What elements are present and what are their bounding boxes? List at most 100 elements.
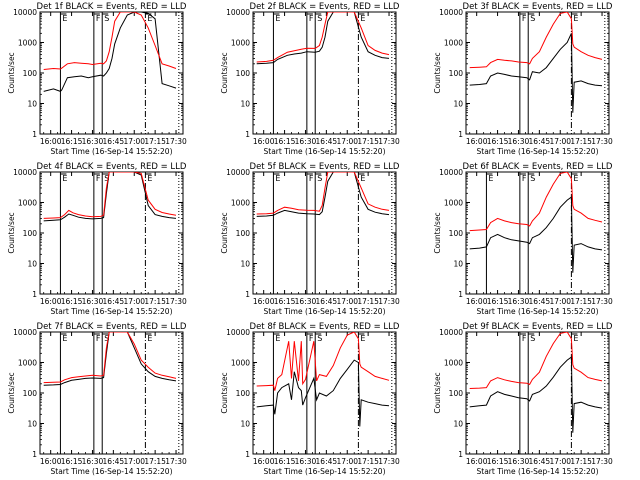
y-axis-label: Counts/sec	[433, 212, 442, 253]
x-tick-label: 16:30	[295, 297, 317, 306]
x-tick-label: 16:15	[274, 297, 296, 306]
marker-label: E	[360, 174, 365, 183]
marker-label: E	[147, 334, 152, 343]
y-tick-label: 1	[458, 290, 463, 299]
marker-label: F	[309, 334, 314, 343]
y-tick-label: 10	[240, 260, 250, 269]
panel-title: Det 5f BLACK = Events, RED = LLD	[250, 162, 400, 172]
x-tick-label: 17:30	[378, 457, 400, 466]
marker-label: F	[522, 14, 527, 23]
marker-label: E	[62, 174, 67, 183]
panel-4: Det 4f BLACK = Events, RED = LLD 1 10 100 10…	[7, 162, 187, 316]
x-tick-label: 17:15	[357, 457, 379, 466]
y-tick-label: 1000	[444, 199, 463, 208]
x-tick-label: 16:30	[508, 297, 530, 306]
x-tick-label: 16:15	[487, 137, 509, 146]
x-tick-label: 16:45	[316, 297, 338, 306]
marker-label: F	[96, 14, 101, 23]
marker-label: E	[573, 334, 578, 343]
plot-frame	[39, 331, 184, 455]
x-tick-label: 17:30	[591, 297, 613, 306]
x-tick-label: 17:30	[591, 457, 613, 466]
y-axis-label: Counts/sec	[220, 372, 229, 413]
x-axis-label: Start Time (16-Sep-14 15:52:20)	[477, 467, 599, 476]
y-axis-label: Counts/sec	[433, 372, 442, 413]
y-tick-label: 1	[32, 450, 37, 459]
y-tick-label: 10000	[226, 328, 250, 337]
x-tick-label: 17:00	[336, 137, 358, 146]
plot-frame	[465, 171, 610, 295]
y-tick-label: 10	[27, 420, 37, 429]
x-tick-label: 17:00	[549, 297, 571, 306]
x-tick-label: 17:00	[123, 137, 145, 146]
marker-label: S	[317, 174, 322, 183]
x-tick-label: 16:30	[295, 457, 317, 466]
series-lld-line	[43, 12, 177, 70]
panel-1: Det 1f BLACK = Events, RED = LLD 1 10 100 10…	[7, 2, 187, 156]
x-tick-label: 16:30	[295, 137, 317, 146]
x-tick-label: 16:15	[61, 297, 83, 306]
series-lld-line	[256, 12, 390, 63]
x-tick-label: 17:15	[570, 457, 592, 466]
x-tick-label: 16:30	[82, 297, 104, 306]
marker-label: S	[530, 334, 535, 343]
marker-label: S	[104, 14, 109, 23]
x-tick-label: 17:00	[549, 137, 571, 146]
panel-title: Det 2f BLACK = Events, RED = LLD	[250, 2, 400, 12]
panel-9: Det 9f BLACK = Events, RED = LLD 1 10 100 10…	[433, 322, 613, 476]
marker-label: E	[360, 14, 365, 23]
y-tick-label: 10000	[13, 8, 37, 17]
x-axis-label: Start Time (16-Sep-14 15:52:20)	[51, 467, 173, 476]
x-tick-label: 16:45	[316, 457, 338, 466]
y-tick-label: 10	[240, 420, 250, 429]
y-tick-label: 1000	[231, 39, 250, 48]
y-axis-label: Counts/sec	[7, 372, 16, 413]
x-tick-label: 16:45	[103, 297, 125, 306]
y-tick-label: 100	[236, 229, 251, 238]
x-tick-label: 16:00	[253, 457, 275, 466]
x-tick-label: 17:15	[357, 137, 379, 146]
y-tick-label: 10000	[226, 8, 250, 17]
x-tick-label: 17:30	[165, 457, 187, 466]
x-tick-label: 16:15	[487, 297, 509, 306]
series-events-line	[256, 12, 390, 65]
y-tick-label: 100	[236, 69, 251, 78]
y-tick-label: 100	[449, 229, 464, 238]
y-tick-label: 10	[27, 260, 37, 269]
y-tick-label: 100	[23, 69, 38, 78]
y-tick-label: 10000	[13, 328, 37, 337]
series-events-line	[469, 196, 603, 273]
y-tick-label: 1000	[444, 359, 463, 368]
y-axis-label: Counts/sec	[433, 52, 442, 93]
x-tick-label: 17:00	[123, 297, 145, 306]
panel-8: Det 8f BLACK = Events, RED = LLD 1 10 100 10…	[220, 322, 400, 476]
x-tick-label: 16:45	[103, 137, 125, 146]
series-events-line	[43, 172, 177, 222]
x-tick-label: 16:00	[253, 297, 275, 306]
y-tick-label: 10	[27, 100, 37, 109]
x-tick-label: 17:30	[378, 137, 400, 146]
x-tick-label: 16:00	[40, 297, 62, 306]
x-tick-label: 16:00	[466, 457, 488, 466]
x-tick-label: 16:30	[508, 137, 530, 146]
panel-6: Det 6f BLACK = Events, RED = LLD 1 10 100 10…	[433, 162, 613, 316]
x-axis-label: Start Time (16-Sep-14 15:52:20)	[264, 307, 386, 316]
x-tick-label: 16:45	[529, 457, 551, 466]
panel-2: Det 2f BLACK = Events, RED = LLD 1 10 100 10…	[220, 2, 400, 156]
y-tick-label: 10000	[226, 168, 250, 177]
panel-7: Det 7f BLACK = Events, RED = LLD 1 10 100 10…	[7, 322, 187, 476]
y-tick-label: 100	[449, 69, 464, 78]
x-tick-label: 16:15	[274, 137, 296, 146]
x-tick-label: 16:00	[466, 297, 488, 306]
x-tick-label: 17:15	[570, 297, 592, 306]
marker-label: S	[104, 334, 109, 343]
marker-label: S	[317, 334, 322, 343]
x-tick-label: 17:30	[591, 137, 613, 146]
x-tick-label: 17:30	[378, 297, 400, 306]
x-tick-label: 16:00	[253, 137, 275, 146]
y-tick-label: 100	[23, 229, 38, 238]
y-tick-label: 10000	[439, 8, 463, 17]
y-tick-label: 10000	[13, 168, 37, 177]
x-tick-label: 16:15	[61, 457, 83, 466]
x-axis-label: Start Time (16-Sep-14 15:52:20)	[51, 147, 173, 156]
